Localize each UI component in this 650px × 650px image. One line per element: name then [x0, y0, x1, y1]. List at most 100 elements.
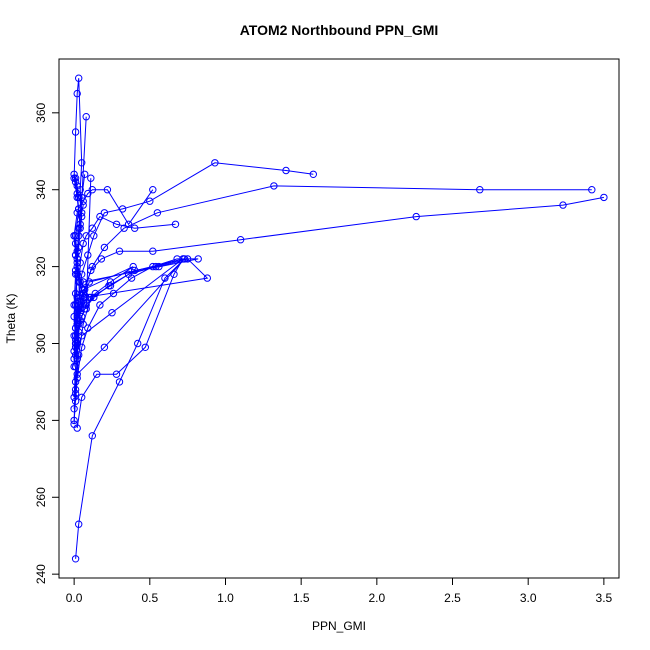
x-tick-label: 3.5	[596, 591, 613, 605]
data-point	[70, 405, 78, 413]
x-tick-label: 1.5	[293, 591, 310, 605]
data-point	[73, 270, 81, 278]
y-tick-label: 360	[34, 102, 48, 122]
data-point	[93, 370, 101, 378]
data-point	[73, 182, 81, 190]
data-point	[476, 186, 484, 194]
data-point	[75, 74, 83, 82]
data-point	[282, 166, 290, 175]
data-point	[70, 312, 78, 321]
data-point	[71, 301, 80, 309]
data-point	[90, 293, 98, 302]
data-point	[73, 89, 81, 98]
data-point	[100, 343, 109, 351]
data-point	[70, 170, 78, 179]
data-point	[112, 220, 121, 229]
data-point	[76, 220, 84, 229]
data-point	[106, 278, 115, 286]
series-layer	[70, 74, 608, 563]
data-point	[90, 232, 98, 240]
data-point	[73, 189, 81, 198]
data-point	[88, 186, 97, 194]
x-tick-label: 0.0	[66, 591, 83, 605]
data-point	[76, 297, 84, 305]
data-point	[170, 270, 178, 278]
data-point	[124, 270, 133, 278]
data-point	[82, 305, 90, 313]
x-tick-label: 2.5	[444, 591, 461, 605]
data-point	[109, 289, 118, 298]
data-point	[75, 205, 83, 213]
data-point	[559, 201, 567, 209]
data-point	[71, 266, 80, 275]
data-point	[71, 555, 80, 563]
x-axis: 0.0 0.5 1.0 1.5 2.0 2.5 3.0 3.5	[66, 577, 613, 605]
y-tick-label: 320	[34, 256, 48, 276]
data-point	[88, 432, 97, 440]
data-point	[75, 520, 83, 528]
data-point	[78, 159, 86, 167]
x-tick-label: 0.5	[141, 591, 158, 605]
data-point	[70, 355, 78, 363]
data-point	[78, 393, 86, 401]
data-point	[73, 262, 81, 271]
data-point	[112, 370, 121, 378]
y-tick-label: 340	[34, 179, 48, 199]
data-point	[96, 301, 104, 309]
data-point	[71, 389, 80, 398]
data-point	[152, 262, 160, 271]
y-tick-label: 280	[34, 410, 48, 430]
data-point	[84, 324, 92, 332]
data-point	[171, 220, 180, 229]
data-point	[194, 255, 202, 263]
data-point	[71, 289, 80, 298]
data-point	[70, 362, 78, 371]
x-tick-label: 1.0	[217, 591, 234, 605]
data-point	[71, 239, 80, 248]
data-point	[91, 289, 100, 298]
x-tick-label: 2.0	[368, 591, 385, 605]
data-point	[75, 278, 83, 286]
data-point	[115, 247, 124, 255]
data-point	[71, 343, 80, 351]
data-point	[115, 378, 124, 386]
data-point	[82, 113, 90, 121]
data-point	[118, 205, 127, 213]
data-point	[600, 193, 608, 202]
data-point	[70, 393, 78, 401]
data-point	[588, 186, 596, 194]
x-axis-label: PPN_GMI	[312, 619, 366, 633]
data-point	[71, 251, 80, 259]
data-point	[78, 193, 86, 202]
data-point	[103, 186, 112, 194]
data-point	[85, 278, 94, 286]
data-point	[309, 170, 317, 179]
y-axis-label: Theta (K)	[4, 293, 18, 343]
data-series	[70, 170, 95, 355]
data-point	[134, 339, 142, 348]
data-point	[141, 343, 150, 351]
data-point	[82, 232, 90, 240]
data-point	[79, 239, 87, 248]
data-point	[412, 212, 420, 221]
data-point	[211, 159, 219, 167]
data-point	[153, 209, 162, 217]
data-point	[236, 236, 245, 244]
data-point	[87, 174, 95, 182]
data-point	[73, 259, 81, 267]
data-point	[179, 255, 187, 263]
data-point	[73, 374, 81, 382]
data-point	[88, 262, 97, 271]
data-point	[131, 224, 139, 232]
y-tick-label: 260	[34, 487, 48, 507]
data-point	[149, 247, 157, 255]
y-tick-label: 300	[34, 333, 48, 353]
data-point	[71, 178, 80, 186]
chart-title: ATOM2 Northbound PPN_GMI	[240, 22, 439, 38]
y-tick-label: 240	[34, 564, 48, 584]
data-point	[76, 309, 84, 317]
data-point	[270, 182, 278, 190]
data-point	[71, 128, 80, 136]
